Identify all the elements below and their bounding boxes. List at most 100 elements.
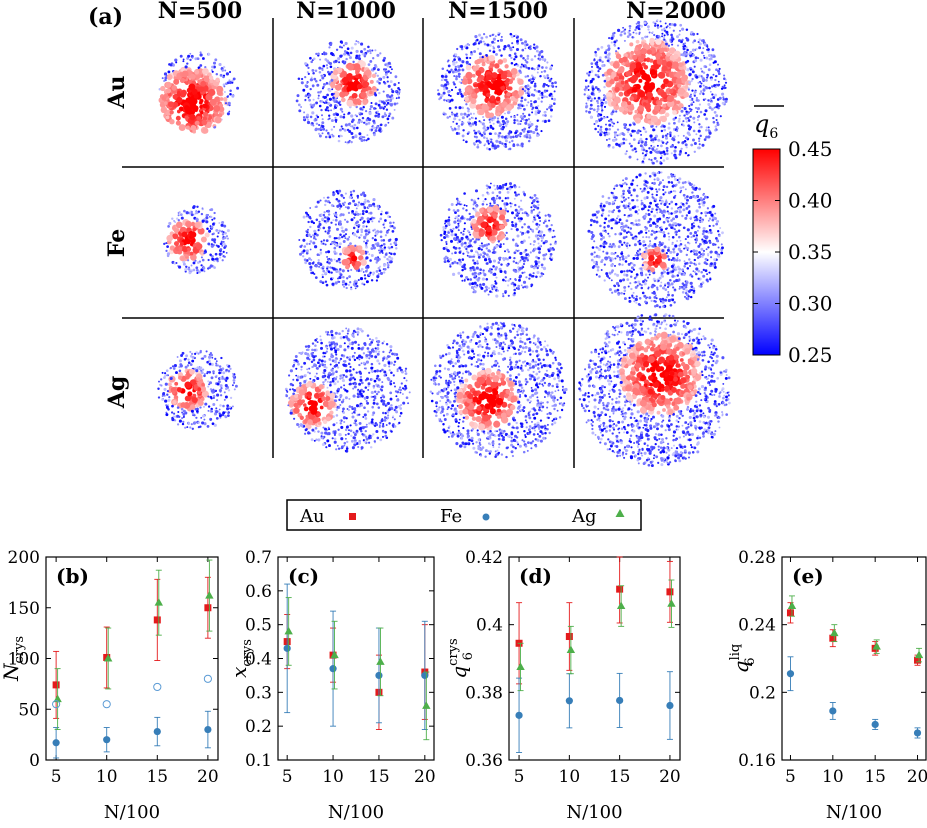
atom	[497, 39, 500, 42]
atom	[687, 88, 690, 91]
atom	[462, 233, 465, 236]
atom	[474, 131, 478, 135]
atom	[369, 52, 372, 55]
atom	[604, 51, 608, 55]
atom	[317, 91, 320, 94]
atom	[317, 97, 320, 100]
atom	[466, 218, 469, 221]
atom	[360, 120, 363, 123]
atom	[550, 95, 554, 98]
atom	[461, 106, 465, 110]
atom	[366, 217, 370, 221]
atom	[473, 261, 477, 265]
atom	[536, 66, 540, 70]
atom	[615, 53, 622, 60]
atom	[653, 178, 656, 181]
atom	[501, 101, 508, 108]
atom	[374, 114, 378, 118]
atom	[321, 121, 325, 125]
atom	[322, 196, 326, 199]
atom	[710, 97, 713, 100]
atom	[653, 33, 656, 37]
atom	[677, 83, 682, 88]
atom	[532, 272, 535, 275]
atom	[212, 65, 216, 69]
atom	[634, 117, 642, 124]
atom	[351, 118, 355, 122]
atom	[309, 78, 313, 82]
atom	[684, 151, 688, 155]
atom	[344, 228, 348, 232]
atom	[199, 51, 202, 54]
atom	[606, 96, 612, 102]
atom	[379, 52, 382, 55]
atom	[349, 56, 352, 60]
atom	[501, 292, 505, 295]
atom	[323, 211, 326, 214]
atom	[544, 89, 546, 92]
atom	[314, 276, 318, 279]
atom	[714, 128, 717, 132]
atom	[523, 223, 526, 226]
atom	[512, 135, 515, 139]
atom	[659, 156, 663, 160]
atom	[698, 74, 702, 78]
atom	[508, 141, 511, 144]
atom	[524, 40, 528, 44]
atom	[485, 243, 489, 247]
atom	[596, 269, 600, 272]
atom	[511, 223, 514, 227]
atom	[367, 228, 371, 232]
atom	[537, 242, 540, 245]
atom	[527, 236, 531, 239]
atom	[329, 43, 333, 47]
atom	[617, 284, 620, 288]
atom	[589, 79, 593, 84]
atom	[487, 287, 491, 290]
atom	[672, 110, 677, 115]
atom	[363, 200, 367, 204]
atom	[236, 86, 240, 90]
atom	[391, 225, 394, 228]
atom	[363, 121, 366, 124]
atom	[211, 65, 214, 69]
atom	[645, 143, 648, 146]
atom	[717, 69, 721, 73]
atom	[712, 73, 715, 76]
atom	[607, 56, 610, 60]
atom	[536, 206, 540, 210]
atom	[213, 217, 216, 220]
atom	[540, 263, 544, 267]
atom	[338, 222, 343, 226]
atom	[513, 184, 517, 187]
atom	[337, 199, 341, 203]
atom	[363, 206, 367, 210]
atom	[481, 62, 486, 67]
atom	[665, 157, 669, 161]
atom	[295, 99, 299, 103]
atom	[520, 99, 523, 103]
atom	[666, 210, 669, 213]
atom	[710, 58, 713, 61]
atom	[328, 114, 331, 117]
atom	[179, 213, 183, 217]
atom	[494, 146, 498, 150]
atom	[611, 101, 617, 107]
atom	[483, 212, 488, 217]
atom	[203, 103, 208, 109]
atom	[723, 77, 726, 80]
atom	[372, 217, 375, 220]
atom	[471, 73, 476, 78]
atom	[592, 108, 596, 112]
atom	[332, 193, 336, 197]
atom	[612, 146, 615, 149]
atom	[204, 99, 209, 105]
atom	[495, 266, 498, 269]
atom	[625, 219, 629, 223]
atom	[507, 250, 510, 253]
atom	[372, 119, 376, 123]
atom	[666, 61, 673, 68]
atom	[591, 87, 595, 91]
atom	[617, 47, 620, 50]
atom	[226, 112, 230, 116]
